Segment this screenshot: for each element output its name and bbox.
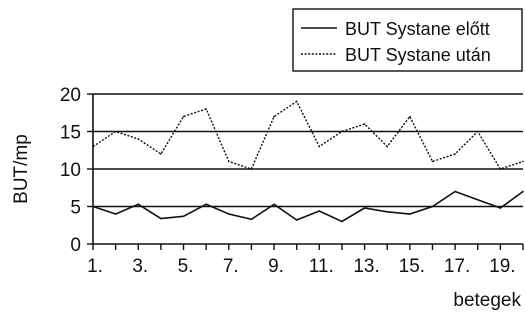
x-tick-label-11: 11. — [309, 256, 334, 277]
series-1-point-15 — [409, 213, 411, 215]
series-2-point-4 — [160, 153, 162, 155]
series-1-point-12 — [341, 220, 343, 223]
series-line-2 — [92, 100, 524, 170]
series-2-point-2 — [114, 130, 117, 133]
series-1-point-5 — [182, 215, 185, 218]
x-tick-label-19: 19. — [489, 256, 515, 277]
legend-box — [292, 8, 523, 72]
series-1-point-9 — [273, 203, 275, 206]
x-tick-label-5: 5. — [178, 256, 194, 277]
series-2-point-13 — [363, 123, 366, 125]
series-line-1 — [92, 190, 524, 223]
series-1-point-2 — [114, 213, 117, 215]
series-2-point-10 — [295, 100, 298, 103]
series-2-point-3 — [137, 138, 140, 140]
y-tick-label-0: 0 — [70, 235, 81, 256]
series-2-point-14 — [386, 145, 389, 148]
legend-label-2: BUT Systane után — [345, 45, 491, 65]
series-2-point-18 — [476, 130, 479, 133]
series-2-point-15 — [409, 115, 411, 118]
series-2-point-6 — [205, 108, 207, 110]
series-1-point-4 — [160, 217, 162, 220]
x-tick-label-7: 7. — [223, 256, 239, 277]
series-1-point-11 — [318, 210, 321, 212]
series-2-point-16 — [431, 160, 434, 163]
y-tick-label-15: 15 — [60, 123, 81, 144]
series-2-point-5 — [182, 115, 185, 118]
series-2-point-17 — [454, 153, 456, 155]
series-1-point-14 — [386, 210, 389, 213]
series-1-point-13 — [363, 207, 366, 209]
y-axis-title: BUT/mp — [11, 134, 32, 204]
y-tick-label-20: 20 — [60, 85, 81, 106]
x-tick-label-9: 9. — [268, 256, 284, 277]
series-1-point-10 — [295, 219, 298, 221]
series-2-point-12 — [341, 130, 343, 133]
series-1-point-8 — [250, 218, 253, 221]
x-tick-label-13: 13. — [353, 256, 379, 277]
series-1-point-17 — [454, 190, 456, 193]
y-tick-label-10: 10 — [60, 160, 81, 181]
series-2-point-20 — [522, 160, 524, 163]
x-tick-label-3: 3. — [132, 256, 148, 277]
series-2-point-1 — [92, 145, 94, 148]
y-tick-label-5: 5 — [70, 198, 81, 219]
series-1-point-18 — [476, 198, 479, 201]
series-1-point-19 — [499, 207, 502, 209]
x-tick-label-17: 17. — [444, 256, 470, 277]
series-2-point-19 — [499, 168, 502, 170]
series-1-point-20 — [522, 190, 524, 193]
series-2-point-8 — [250, 168, 253, 170]
series-1-point-7 — [227, 213, 230, 215]
series-2-point-7 — [227, 160, 230, 163]
series-1-point-16 — [431, 205, 434, 208]
series-2-point-9 — [273, 115, 275, 118]
x-tick-label-1: 1. — [87, 256, 103, 277]
series-2-point-11 — [318, 145, 321, 148]
legend-label-1: BUT Systane előtt — [345, 19, 490, 39]
series-1-point-6 — [205, 203, 207, 206]
series-1-point-1 — [92, 205, 94, 208]
series-1-point-3 — [137, 203, 140, 206]
x-tick-label-15: 15. — [399, 256, 425, 277]
x-axis-title: betegek — [453, 290, 521, 311]
